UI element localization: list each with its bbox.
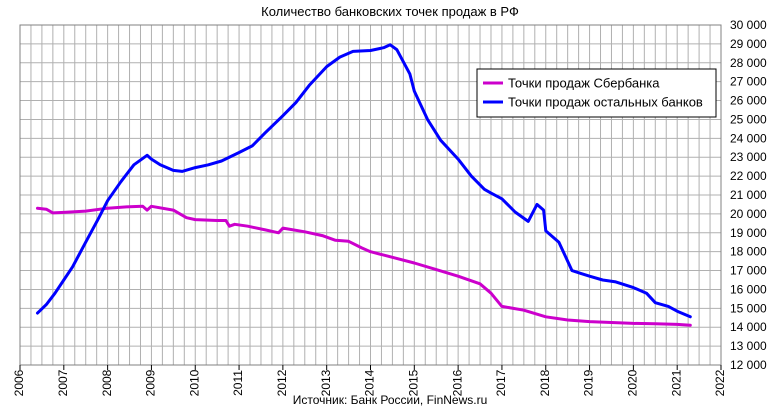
x-tick-label: 2021 [669, 369, 683, 396]
chart-title: Количество банковских точек продаж в РФ [261, 4, 519, 19]
source-note: Источник: Банк России, FinNews.ru [293, 393, 488, 407]
legend-label-sber: Точки продаж Сбербанка [508, 76, 660, 91]
y-tick-label: 28 000 [730, 56, 767, 70]
x-tick-label: 2019 [582, 369, 596, 396]
y-tick-label: 25 000 [730, 112, 767, 126]
y-tick-label: 19 000 [730, 226, 767, 240]
legend-box [476, 68, 717, 118]
x-tick-label: 2015 [406, 369, 420, 396]
y-tick-label: 12 000 [730, 358, 767, 372]
x-tick-label: 2022 [713, 369, 727, 396]
legend: Точки продаж Сбербанка Точки продаж оста… [476, 68, 717, 118]
y-tick-label: 20 000 [730, 207, 767, 221]
y-tick-label: 16 000 [730, 282, 767, 296]
x-tick-label: 2018 [538, 369, 552, 396]
x-tick-label: 2014 [363, 369, 377, 396]
x-tick-label: 2010 [187, 369, 201, 396]
y-tick-label: 23 000 [730, 150, 767, 164]
x-tick-label: 2017 [494, 369, 508, 396]
x-tick-label: 2020 [626, 369, 640, 396]
y-axis-ticks: 12 000 13 000 14 000 15 000 16 000 17 000 18 0… [730, 18, 767, 372]
y-tick-label: 21 000 [730, 188, 767, 202]
x-tick-label: 2007 [56, 369, 70, 396]
y-tick-label: 24 000 [730, 131, 767, 145]
y-tick-label: 26 000 [730, 94, 767, 108]
series-line-others [36, 43, 692, 319]
legend-label-others: Точки продаж остальных банков [508, 95, 703, 110]
x-tick-label: 2006 [12, 369, 26, 396]
y-tick-label: 30 000 [730, 18, 767, 32]
y-tick-label: 29 000 [730, 37, 767, 51]
x-tick-label: 2009 [144, 369, 158, 396]
y-tick-label: 22 000 [730, 169, 767, 183]
series-lines [36, 43, 692, 327]
x-tick-label: 2008 [100, 369, 114, 396]
y-tick-label: 14 000 [730, 320, 767, 334]
y-tick-label: 15 000 [730, 301, 767, 315]
y-tick-label: 13 000 [730, 339, 767, 353]
x-axis-ticks: 2006 2007 2008 2009 2010 2011 2012 2013 2014 2015… [12, 365, 727, 396]
x-tick-label: 2016 [450, 369, 464, 396]
x-tick-label: 2011 [231, 370, 245, 396]
series-line-sber [36, 204, 692, 327]
y-tick-label: 27 000 [730, 75, 767, 89]
x-tick-label: 2012 [275, 369, 289, 396]
y-tick-label: 17 000 [730, 264, 767, 278]
y-tick-label: 18 000 [730, 245, 767, 259]
x-tick-label: 2013 [319, 369, 333, 396]
